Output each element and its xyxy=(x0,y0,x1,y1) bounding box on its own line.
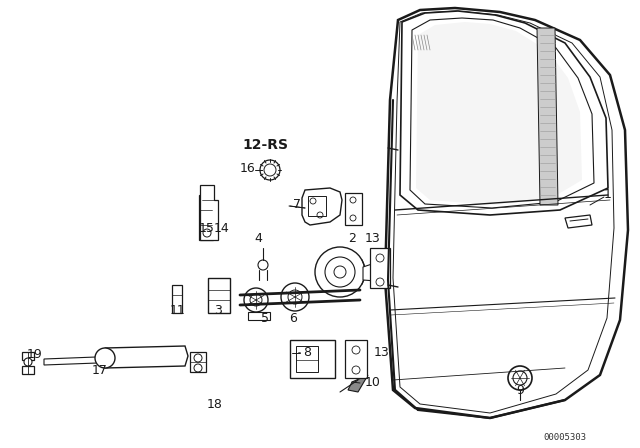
Text: 7: 7 xyxy=(293,198,301,211)
Polygon shape xyxy=(385,8,628,418)
FancyBboxPatch shape xyxy=(208,278,230,313)
Circle shape xyxy=(258,260,268,270)
Text: 12-RS: 12-RS xyxy=(242,138,288,152)
FancyBboxPatch shape xyxy=(290,340,335,378)
Text: 8: 8 xyxy=(303,345,311,358)
Text: 15: 15 xyxy=(199,221,215,234)
Text: 6: 6 xyxy=(289,311,297,324)
Circle shape xyxy=(508,366,532,390)
FancyBboxPatch shape xyxy=(370,248,390,288)
Polygon shape xyxy=(302,188,342,225)
Polygon shape xyxy=(348,375,368,392)
Circle shape xyxy=(95,348,115,368)
FancyBboxPatch shape xyxy=(345,340,367,378)
Polygon shape xyxy=(248,312,270,320)
Text: 13: 13 xyxy=(365,232,381,245)
Circle shape xyxy=(315,247,365,297)
FancyBboxPatch shape xyxy=(199,195,213,240)
Text: 1: 1 xyxy=(604,189,612,202)
Text: 14: 14 xyxy=(214,221,230,234)
Text: 3: 3 xyxy=(214,303,222,316)
FancyBboxPatch shape xyxy=(172,285,182,313)
FancyBboxPatch shape xyxy=(22,366,34,374)
FancyBboxPatch shape xyxy=(22,352,34,360)
Polygon shape xyxy=(363,263,376,281)
Text: 00005303: 00005303 xyxy=(543,434,586,443)
Text: 9: 9 xyxy=(516,383,524,396)
Polygon shape xyxy=(537,28,558,205)
Polygon shape xyxy=(200,185,218,240)
FancyBboxPatch shape xyxy=(190,352,206,372)
Text: 18: 18 xyxy=(207,399,223,412)
Polygon shape xyxy=(400,11,608,215)
Text: 2: 2 xyxy=(348,232,356,245)
Polygon shape xyxy=(105,346,188,368)
Circle shape xyxy=(24,358,32,366)
Circle shape xyxy=(244,288,268,312)
Text: 11: 11 xyxy=(170,303,186,316)
Text: 16: 16 xyxy=(240,161,256,175)
Text: 10: 10 xyxy=(365,375,381,388)
Polygon shape xyxy=(345,193,362,225)
Text: 17: 17 xyxy=(92,363,108,376)
Text: 13: 13 xyxy=(374,345,390,358)
Text: 5: 5 xyxy=(261,311,269,324)
Polygon shape xyxy=(416,22,582,205)
Text: 4: 4 xyxy=(254,232,262,245)
Polygon shape xyxy=(44,354,178,365)
Circle shape xyxy=(281,283,309,311)
Text: 19: 19 xyxy=(27,349,43,362)
